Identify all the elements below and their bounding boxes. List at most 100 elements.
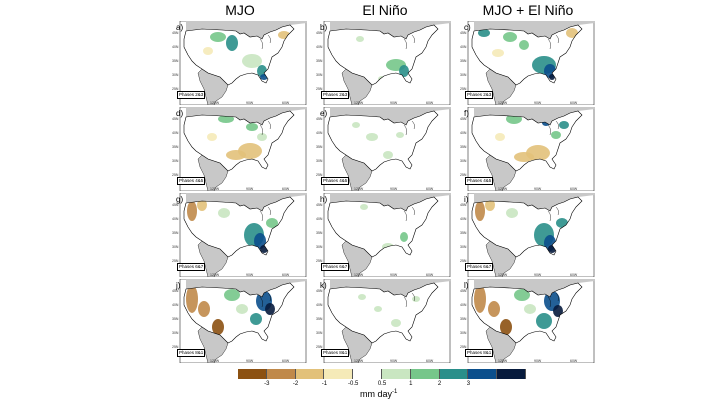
canada-mask <box>474 279 595 297</box>
latitude-tick: 25N <box>172 87 179 91</box>
colorbar-tick-label: -3 <box>264 381 270 387</box>
anomaly-blob <box>553 305 563 317</box>
colorbar-segment <box>410 369 440 379</box>
panel-label: d) <box>176 109 184 118</box>
colorbar-segment <box>238 369 267 379</box>
phase-label: Phases 4&5 <box>177 177 206 185</box>
longitude-tick: 120W <box>210 101 220 105</box>
anomaly-field <box>187 199 278 253</box>
latitude-tick: 25N <box>460 87 467 91</box>
phase-label: Phases 2&3 <box>465 91 494 99</box>
latitude-tick: 35N <box>172 59 179 63</box>
anomaly-blob <box>198 301 210 317</box>
latitude-tick: 45N <box>316 117 323 121</box>
map-panel: g) Phases 6&7 45N 40N 35N 30N 25N 120W 90W 60W <box>172 193 307 277</box>
coastline <box>183 110 295 172</box>
coastline <box>183 196 295 258</box>
longitude-tick: 90W <box>390 273 398 277</box>
anomaly-blob <box>566 28 578 38</box>
units-exponent: -1 <box>392 389 398 395</box>
anomaly-blob <box>187 201 197 221</box>
great-lakes <box>403 206 415 222</box>
anomaly-blob <box>412 296 420 302</box>
latitude-tick: 40N <box>316 303 323 307</box>
latitude-tick: 30N <box>172 331 179 335</box>
longitude-tick: 60W <box>426 359 434 363</box>
colorbar-tick-label: 3 <box>466 381 471 387</box>
panel-label: c) <box>464 23 471 32</box>
anomaly-blob <box>536 313 552 329</box>
us-land <box>184 197 294 257</box>
latitude-tick: 25N <box>316 87 323 91</box>
longitude-tick: 60W <box>282 273 290 277</box>
anomaly-blob <box>236 304 248 314</box>
coastline <box>471 196 583 258</box>
panel-label: a) <box>176 23 184 32</box>
anomaly-field <box>358 294 420 327</box>
colorbar-tick-label: 0.5 <box>377 381 387 387</box>
latitude-tick: 35N <box>460 59 467 63</box>
latitude-tick: 40N <box>172 303 179 307</box>
latitude-tick: 45N <box>172 203 179 207</box>
longitude-tick: 120W <box>498 101 508 105</box>
map-panel: i) Phases 6&7 45N 40N 35N 30N 25N 120W 90W 60W <box>460 193 595 277</box>
map-panel: c) Phases 2&3 45N 40N 35N 30N 25N 120W 90W 60W <box>460 21 595 105</box>
latitude-tick: 35N <box>316 145 323 149</box>
longitude-tick: 120W <box>210 187 220 191</box>
latitude-tick: 25N <box>460 173 467 177</box>
anomaly-blob <box>524 304 536 314</box>
great-lakes <box>547 292 559 308</box>
longitude-tick: 90W <box>390 101 398 105</box>
longitude-tick: 90W <box>390 359 398 363</box>
latitude-tick: 30N <box>316 73 323 77</box>
latitude-tick: 45N <box>172 117 179 121</box>
colorbar-tick-label: 2 <box>437 381 442 387</box>
latitude-tick: 35N <box>316 59 323 63</box>
canada-mask <box>186 21 307 39</box>
coastline <box>183 282 295 344</box>
longitude-tick: 90W <box>534 273 542 277</box>
longitude-tick: 120W <box>354 359 364 363</box>
canada-mask <box>186 193 307 211</box>
latitude-tick: 45N <box>460 117 467 121</box>
colorbar-tick-label: -0.5 <box>348 381 359 387</box>
us-land <box>328 283 438 343</box>
canada-mask <box>474 107 595 125</box>
colorbar-segment <box>439 369 469 379</box>
latitude-tick: 35N <box>172 145 179 149</box>
latitude-tick: 30N <box>172 73 179 77</box>
us-land <box>184 111 294 171</box>
anomaly-field <box>495 114 569 162</box>
map-panel: j) Phases 8&1 45N 40N 35N 30N 25N 120W 90W 60W <box>172 279 307 363</box>
phase-label: Phases 2&3 <box>321 91 350 99</box>
anomaly-blob <box>559 121 569 129</box>
coastline <box>327 196 439 258</box>
panel-label: i) <box>464 195 469 204</box>
latitude-tick: 25N <box>460 259 467 263</box>
coastline <box>471 282 583 344</box>
anomaly-blob <box>396 132 404 138</box>
panel-label: j) <box>176 281 181 290</box>
great-lakes <box>259 34 271 50</box>
colorbar-segment <box>295 369 325 379</box>
latitude-tick: 35N <box>316 231 323 235</box>
anomaly-field <box>478 28 578 80</box>
phase-label: Phases 2&3 <box>177 91 206 99</box>
longitude-tick: 60W <box>282 101 290 105</box>
latitude-tick: 40N <box>316 131 323 135</box>
panel-label: b) <box>320 23 328 32</box>
canada-mask <box>330 193 451 211</box>
longitude-tick: 120W <box>354 187 364 191</box>
map-svg <box>179 21 307 105</box>
longitude-tick: 60W <box>570 273 578 277</box>
longitude-tick: 90W <box>246 187 254 191</box>
latitude-tick: 40N <box>460 303 467 307</box>
anomaly-field <box>356 36 409 82</box>
anomaly-blob <box>488 301 500 317</box>
phase-label: Phases 8&1 <box>321 349 350 357</box>
phase-label: Phases 4&5 <box>321 177 350 185</box>
latitude-tick: 25N <box>316 345 323 349</box>
anomaly-blob <box>254 233 266 249</box>
panel-label: e) <box>320 109 328 118</box>
panel-label: l) <box>464 281 469 290</box>
